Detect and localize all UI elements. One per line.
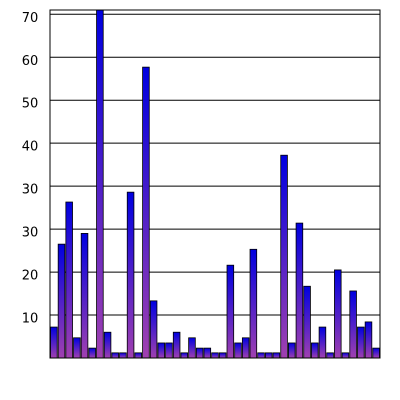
bar <box>318 326 327 359</box>
y-tick-label: 40 <box>22 140 39 155</box>
bar <box>334 269 342 359</box>
bar <box>280 154 288 359</box>
bar <box>288 342 296 359</box>
bar <box>311 342 319 359</box>
y-tick-label: 10 <box>22 312 39 327</box>
y-tick-label: 20 <box>22 269 39 284</box>
y-tick-label: 60 <box>22 54 39 69</box>
bar <box>257 352 265 359</box>
bar <box>272 352 281 359</box>
bar <box>364 321 373 359</box>
bar <box>96 9 104 359</box>
plot-frame <box>49 9 381 359</box>
bar <box>218 352 227 359</box>
bar <box>149 300 158 359</box>
bar <box>303 285 311 359</box>
bar <box>65 201 73 359</box>
y-tick-label: 70 <box>22 11 39 26</box>
bar <box>57 243 66 359</box>
bar <box>249 248 258 359</box>
bar <box>372 347 380 359</box>
bar <box>157 342 166 359</box>
bar <box>188 337 196 359</box>
bar <box>349 290 357 359</box>
bar <box>203 347 212 359</box>
bar <box>357 326 365 359</box>
y-tick-label: 30 <box>22 183 39 198</box>
bar <box>295 222 304 359</box>
bar <box>119 352 127 359</box>
plot-area <box>49 9 381 359</box>
bar <box>211 352 219 359</box>
bar <box>126 191 135 359</box>
bar <box>88 347 96 359</box>
bar <box>172 331 181 359</box>
bar <box>341 352 350 359</box>
bar <box>111 352 119 359</box>
bar <box>326 352 334 359</box>
bar <box>142 66 150 359</box>
bar <box>50 326 58 359</box>
bar <box>264 352 273 359</box>
bar <box>226 264 235 359</box>
bar <box>80 233 89 359</box>
bar <box>165 342 173 359</box>
bar <box>73 337 81 359</box>
y-tick-label: 30 <box>22 226 39 241</box>
bar <box>134 352 142 359</box>
bar <box>241 337 250 359</box>
bar <box>103 331 112 359</box>
y-tick-label: 50 <box>22 97 39 112</box>
bar <box>180 352 189 359</box>
bar <box>234 342 242 359</box>
bar <box>195 347 204 359</box>
